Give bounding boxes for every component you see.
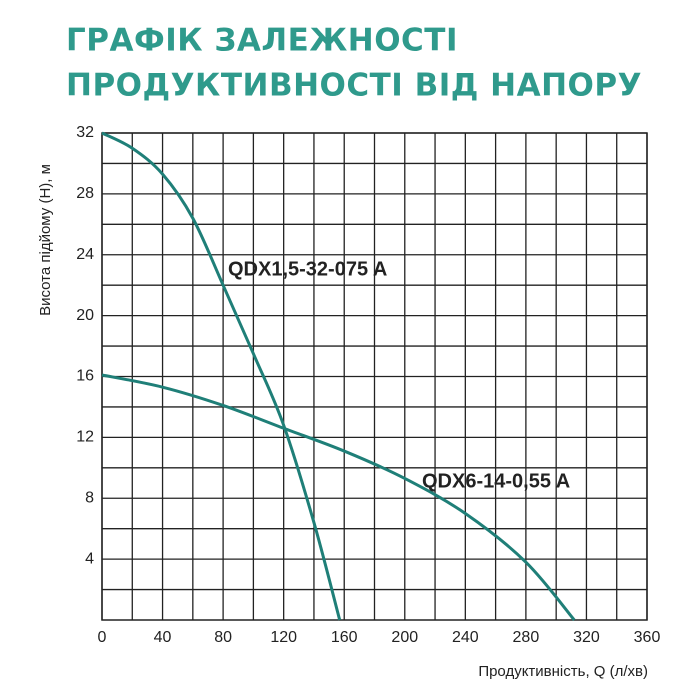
chart-title: ПРОДУКТИВНОСТІ ВІД НАПОРУ bbox=[66, 68, 642, 104]
x-tick-label: 120 bbox=[270, 629, 297, 646]
x-tick-label: 80 bbox=[214, 629, 232, 646]
y-tick-label: 8 bbox=[85, 489, 94, 506]
x-tick-label: 240 bbox=[452, 629, 479, 646]
x-tick-label: 200 bbox=[391, 629, 418, 646]
x-tick-label: 160 bbox=[331, 629, 358, 646]
series-label: QDX1,5-32-075 A bbox=[228, 258, 387, 280]
y-tick-label: 28 bbox=[76, 185, 94, 202]
y-tick-label: 16 bbox=[76, 368, 94, 385]
y-tick-label: 24 bbox=[76, 246, 94, 263]
x-tick-label: 280 bbox=[513, 629, 540, 646]
x-tick-label: 360 bbox=[634, 629, 661, 646]
chart-title: ГРАФІК ЗАЛЕЖНОСТІ bbox=[66, 23, 458, 59]
y-axis-label: Висота підйому (Н), м bbox=[37, 164, 54, 316]
x-tick-label: 40 bbox=[154, 629, 172, 646]
y-tick-label: 4 bbox=[85, 550, 94, 567]
series-label: QDX6-14-0,55 A bbox=[422, 470, 570, 492]
y-tick-label: 32 bbox=[76, 124, 94, 141]
x-tick-label: 0 bbox=[98, 629, 107, 646]
y-tick-label: 12 bbox=[76, 429, 94, 446]
curve bbox=[101, 131, 342, 621]
x-axis-label: Продуктивність, Q (л/хв) bbox=[478, 663, 648, 680]
x-tick-label: 320 bbox=[573, 629, 600, 646]
curve bbox=[101, 373, 576, 621]
y-tick-label: 20 bbox=[76, 307, 94, 324]
